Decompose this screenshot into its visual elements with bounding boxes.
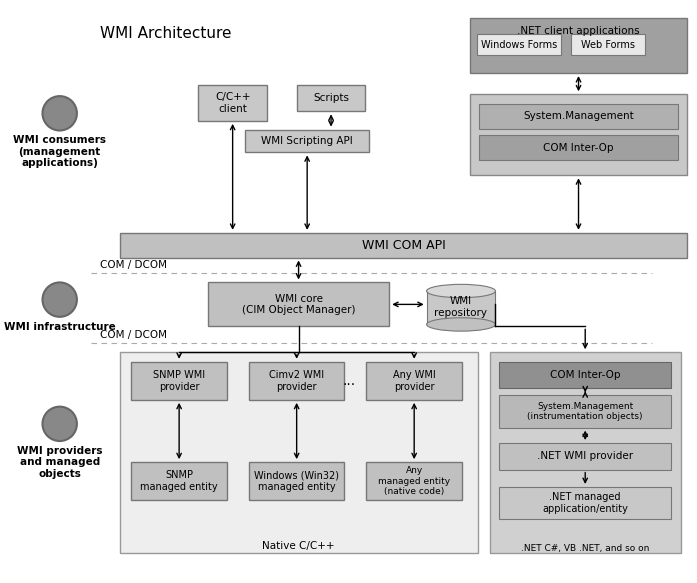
Text: WMI infrastructure: WMI infrastructure — [3, 322, 116, 332]
Circle shape — [43, 406, 77, 441]
Text: Any WMI
provider: Any WMI provider — [393, 370, 436, 392]
Bar — [297, 85, 365, 111]
Bar — [479, 135, 678, 160]
Text: COM Inter-Op: COM Inter-Op — [543, 143, 614, 153]
Text: Web Forms: Web Forms — [581, 40, 635, 50]
Bar — [499, 361, 671, 388]
Text: COM / DCOM: COM / DCOM — [100, 260, 167, 270]
Circle shape — [43, 282, 77, 317]
Bar — [427, 291, 496, 325]
Text: WMI COM API: WMI COM API — [362, 238, 445, 252]
Text: .NET C#, VB .NET, and so on: .NET C#, VB .NET, and so on — [521, 543, 650, 553]
Bar — [499, 443, 671, 470]
Text: WMI
repository: WMI repository — [434, 297, 487, 318]
Text: 3: 3 — [54, 104, 66, 122]
Text: 1: 1 — [54, 415, 66, 433]
Text: .NET managed
application/entity: .NET managed application/entity — [542, 492, 628, 514]
Bar — [198, 85, 267, 121]
Bar — [120, 233, 687, 258]
Bar — [490, 352, 681, 553]
Bar — [571, 34, 645, 55]
Text: SNMP
managed entity: SNMP managed entity — [140, 470, 218, 492]
Text: WMI Architecture: WMI Architecture — [100, 26, 231, 41]
Bar — [499, 487, 671, 519]
Text: SNMP WMI
provider: SNMP WMI provider — [153, 370, 205, 392]
Text: .NET client applications: .NET client applications — [517, 26, 640, 36]
Bar — [479, 104, 678, 129]
Text: Scripts: Scripts — [313, 93, 349, 103]
Ellipse shape — [427, 285, 496, 298]
Bar — [208, 282, 390, 326]
Bar — [499, 395, 671, 428]
Text: WMI providers
and managed
objects: WMI providers and managed objects — [17, 446, 102, 479]
Text: C/C++
client: C/C++ client — [215, 92, 250, 114]
Text: COM Inter-Op: COM Inter-Op — [550, 370, 620, 380]
Text: Any
managed entity
(native code): Any managed entity (native code) — [378, 466, 450, 496]
Bar — [249, 361, 344, 400]
Bar — [470, 17, 687, 73]
Bar — [249, 462, 344, 500]
Bar — [477, 34, 561, 55]
Text: Windows (Win32)
managed entity: Windows (Win32) managed entity — [254, 470, 339, 492]
Ellipse shape — [427, 318, 496, 331]
Text: Native C/C++: Native C/C++ — [262, 541, 335, 551]
Text: System.Management: System.Management — [523, 111, 634, 121]
Text: WMI Scripting API: WMI Scripting API — [261, 136, 353, 146]
Bar — [367, 462, 462, 500]
Text: Windows Forms: Windows Forms — [481, 40, 558, 50]
Text: 2: 2 — [54, 290, 66, 308]
Text: WMI consumers
(management
applications): WMI consumers (management applications) — [13, 135, 106, 168]
Text: ...: ... — [343, 374, 355, 388]
Bar — [470, 94, 687, 175]
Bar — [131, 462, 227, 500]
Bar — [131, 361, 227, 400]
Text: System.Management
(instrumentation objects): System.Management (instrumentation objec… — [528, 402, 643, 421]
Bar — [120, 352, 478, 553]
Bar — [245, 129, 369, 153]
Text: Cimv2 WMI
provider: Cimv2 WMI provider — [269, 370, 324, 392]
Bar — [367, 361, 462, 400]
Text: .NET WMI provider: .NET WMI provider — [537, 451, 634, 461]
Text: WMI core
(CIM Object Manager): WMI core (CIM Object Manager) — [242, 294, 355, 315]
Circle shape — [43, 96, 77, 131]
Text: COM / DCOM: COM / DCOM — [100, 330, 167, 340]
